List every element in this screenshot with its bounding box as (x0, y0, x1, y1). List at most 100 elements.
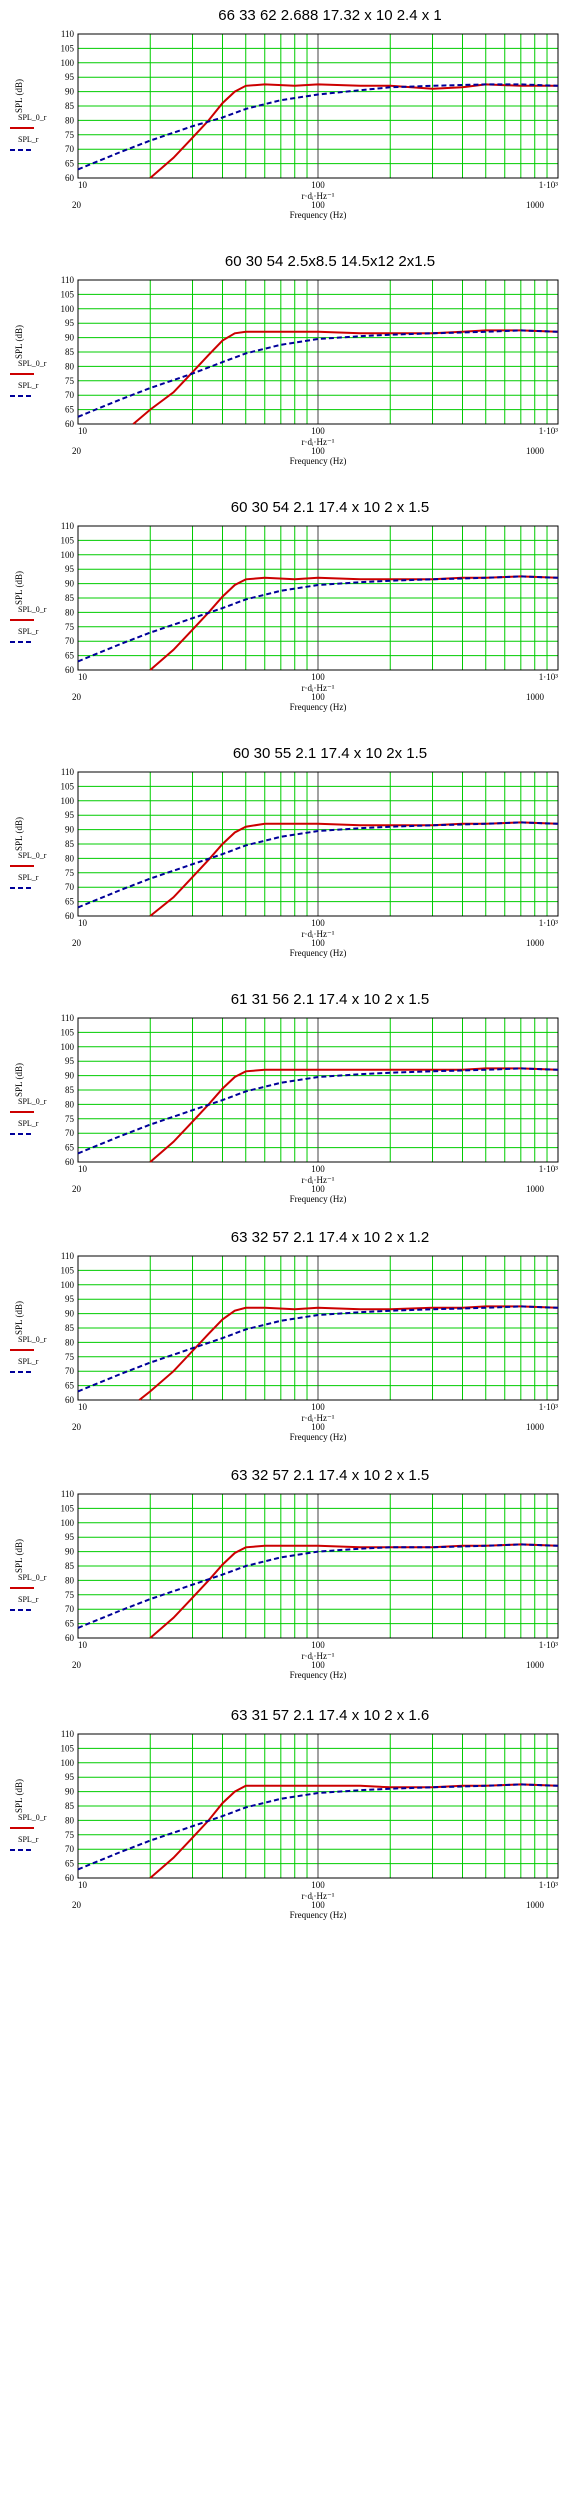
y-tick-label: 95 (65, 810, 75, 820)
x-tick-label-top: 100 (311, 672, 325, 682)
plot-frame (77, 1017, 559, 1163)
y-tick-label: 85 (65, 1561, 75, 1571)
series-line-splr (77, 821, 559, 909)
y-tick-label: 95 (65, 564, 75, 574)
series-line-spl0r (149, 83, 558, 179)
chart-svg: 63 32 57 2.1 17.4 x 10 2 x 1.2 60 65 70 75 80… (10, 1229, 559, 1442)
y-axis-label: SPL (dB) (14, 571, 24, 605)
x-tick-label-bottom: 20 (72, 200, 82, 210)
x-tick-label-top: 1·10³ (539, 1640, 558, 1650)
y-tick-label: 60 (65, 173, 75, 183)
chart-panel: 66 33 62 2.688 17.32 x 10 2.4 x 1 60 65 70 7… (0, 0, 580, 246)
chart-title: 63 32 57 2.1 17.4 x 10 2 x 1.5 (231, 1467, 430, 1484)
y-tick-label: 65 (65, 897, 75, 907)
x-axis-label: Frequency (Hz) (290, 702, 347, 712)
y-tick-label: 105 (61, 289, 75, 299)
y-tick-label: 90 (65, 1071, 75, 1081)
x-axis-expression: r·dᵢ·Hz⁻¹ (302, 929, 335, 939)
y-tick-label: 90 (65, 333, 75, 343)
series-line-splr (77, 575, 559, 663)
y-tick-label: 90 (65, 1787, 75, 1797)
y-tick-label: 105 (61, 535, 75, 545)
y-axis-label: SPL (dB) (14, 79, 24, 113)
chart-svg: 63 31 57 2.1 17.4 x 10 2 x 1.6 60 65 70 75 80… (10, 1707, 559, 1920)
chart-panel: 61 31 56 2.1 17.4 x 10 2 x 1.5 60 65 70 75 80… (0, 984, 580, 1230)
chart-title: 63 31 57 2.1 17.4 x 10 2 x 1.6 (231, 1707, 430, 1724)
y-tick-label: 110 (61, 1729, 75, 1739)
x-tick-label-bottom: 100 (311, 938, 325, 948)
y-tick-label: 85 (65, 347, 75, 357)
y-tick-label: 65 (65, 159, 75, 169)
y-tick-label: 75 (65, 1352, 75, 1362)
series-line-spl0r (149, 1067, 559, 1163)
series-line-splr (77, 83, 559, 171)
legend-label-spl0r: SPL_0_r (18, 359, 47, 368)
x-axis-expression: r·dᵢ·Hz⁻¹ (302, 1891, 335, 1901)
x-tick-label-top: 10 (78, 1640, 88, 1650)
legend-label-splr: SPL_r (18, 381, 39, 390)
x-tick-label-bottom: 20 (72, 1660, 82, 1670)
y-axis-label: SPL (dB) (14, 325, 24, 359)
y-tick-label: 60 (65, 911, 75, 921)
y-tick-label: 80 (65, 607, 75, 617)
plot-frame (77, 1255, 559, 1401)
y-tick-label: 80 (65, 1099, 75, 1109)
x-tick-label-bottom: 20 (72, 692, 82, 702)
legend-label-splr: SPL_r (18, 627, 39, 636)
y-tick-label: 95 (65, 1532, 75, 1542)
legend-label-spl0r: SPL_0_r (18, 113, 47, 122)
x-axis-label: Frequency (Hz) (290, 210, 347, 220)
y-tick-label: 105 (61, 781, 75, 791)
y-tick-label: 75 (65, 376, 75, 386)
y-tick-label: 110 (61, 1013, 75, 1023)
x-tick-label-top: 1·10³ (539, 1402, 558, 1412)
x-axis-expression: r·dᵢ·Hz⁻¹ (302, 683, 335, 693)
x-tick-label-top: 100 (311, 180, 325, 190)
y-tick-label: 80 (65, 1337, 75, 1347)
x-tick-label-top: 10 (78, 426, 88, 436)
x-tick-label-top: 100 (311, 1640, 325, 1650)
y-tick-label: 60 (65, 665, 75, 675)
y-tick-label: 90 (65, 87, 75, 97)
y-axis-label: SPL (dB) (14, 1063, 24, 1097)
y-tick-label: 95 (65, 72, 75, 82)
chart-title: 61 31 56 2.1 17.4 x 10 2 x 1.5 (231, 991, 430, 1008)
legend-label-spl0r: SPL_0_r (18, 1573, 47, 1582)
x-axis-label: Frequency (Hz) (290, 456, 347, 466)
y-tick-label: 70 (65, 882, 75, 892)
y-tick-label: 105 (61, 43, 75, 53)
y-tick-label: 75 (65, 1590, 75, 1600)
x-tick-label-bottom: 1000 (526, 1184, 545, 1194)
y-tick-label: 85 (65, 1801, 75, 1811)
y-tick-label: 90 (65, 1547, 75, 1557)
y-tick-label: 80 (65, 1815, 75, 1825)
series-line-splr (77, 1067, 559, 1155)
y-tick-label: 80 (65, 853, 75, 863)
chart-panel: 60 30 54 2.1 17.4 x 10 2 x 1.5 60 65 70 75 80… (0, 492, 580, 738)
y-axis-label: SPL (dB) (14, 1539, 24, 1573)
chart-panel: 63 32 57 2.1 17.4 x 10 2 x 1.5 60 65 70 75 80… (0, 1460, 580, 1706)
x-tick-label-bottom: 100 (311, 446, 325, 456)
x-tick-label-bottom: 20 (72, 1900, 82, 1910)
x-axis-label: Frequency (Hz) (290, 948, 347, 958)
y-tick-label: 80 (65, 115, 75, 125)
plot-frame (77, 1733, 559, 1879)
y-tick-label: 95 (65, 1056, 75, 1066)
chart-svg: 60 30 55 2.1 17.4 x 10 2x 1.5 60 65 70 75 80 8… (10, 745, 559, 958)
x-tick-label-top: 100 (311, 1164, 325, 1174)
y-axis-label: SPL (dB) (14, 817, 24, 851)
x-tick-label-bottom: 100 (311, 1422, 325, 1432)
y-tick-label: 85 (65, 1323, 75, 1333)
y-tick-label: 105 (61, 1265, 75, 1275)
y-tick-label: 100 (61, 1758, 75, 1768)
y-tick-label: 110 (61, 521, 75, 531)
x-axis-expression: r·dᵢ·Hz⁻¹ (302, 191, 335, 201)
x-tick-label-bottom: 1000 (526, 1660, 545, 1670)
y-tick-label: 110 (61, 1251, 75, 1261)
y-tick-label: 70 (65, 144, 75, 154)
legend-label-splr: SPL_r (18, 1357, 39, 1366)
x-axis-label: Frequency (Hz) (290, 1670, 347, 1680)
x-tick-label-top: 10 (78, 1164, 88, 1174)
y-tick-label: 65 (65, 1381, 75, 1391)
y-axis-label: SPL (dB) (14, 1301, 24, 1335)
